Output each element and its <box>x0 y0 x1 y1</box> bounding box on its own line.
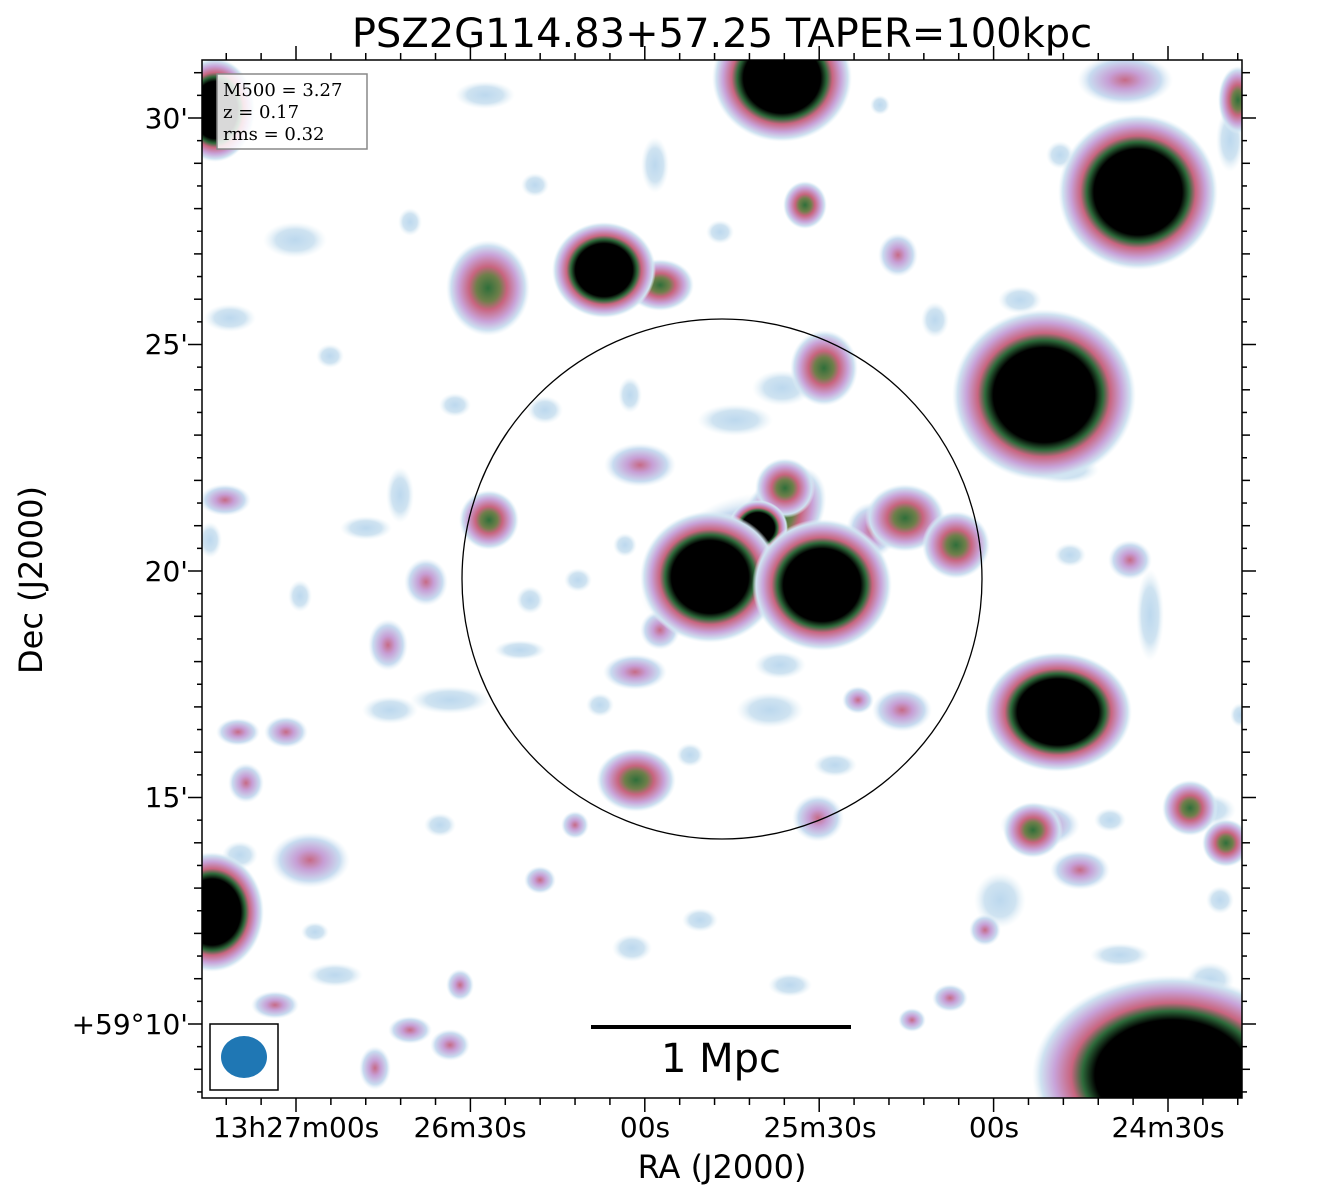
x-axis-label: RA (J2000) <box>638 1148 807 1186</box>
x-tick-label: 13h27m00s <box>213 1111 380 1144</box>
compact-sources <box>202 60 1242 867</box>
x-tick-label: 00s <box>969 1111 1019 1144</box>
scale-bar-label: 1 Mpc <box>661 1036 781 1082</box>
y-tick-label: 25' <box>145 328 188 361</box>
r500-circle <box>461 318 983 840</box>
bright-sources <box>202 60 1242 1098</box>
info-m500: M500 = 3.27 <box>223 80 342 101</box>
x-tick-label: 00s <box>620 1111 670 1144</box>
y-tick-label: 20' <box>145 555 188 588</box>
y-axis-label: Dec (J2000) <box>12 486 50 674</box>
beam-indicator <box>209 1023 279 1091</box>
x-tick-labels: 13h27m00s 26m30s 00s 25m30s 00s 24m30s <box>213 1111 1225 1144</box>
axis-ticks <box>188 46 1256 1112</box>
x-tick-label: 26m30s <box>413 1111 526 1144</box>
x-tick-label: 25m30s <box>763 1111 876 1144</box>
emission-map <box>202 60 1242 1098</box>
y-tick-label: 30' <box>145 102 188 135</box>
plot-title: PSZ2G114.83+57.25 TAPER=100kpc <box>352 11 1092 57</box>
cluster-central-emission <box>640 458 892 651</box>
info-box: M500 = 3.27 z = 0.17 rms = 0.32 <box>216 73 368 150</box>
x-tick-label: 24m30s <box>1111 1111 1224 1144</box>
y-tick-label: 15' <box>145 781 188 814</box>
beam-ellipse <box>221 1036 267 1078</box>
y-tick-label: +59°10' <box>72 1008 188 1041</box>
scale-bar: 1 Mpc <box>591 1025 851 1082</box>
info-rms: rms = 0.32 <box>223 124 325 145</box>
info-redshift: z = 0.17 <box>223 102 299 123</box>
plot-frame <box>201 59 1243 1099</box>
faint-emission-patches <box>202 60 1242 1090</box>
y-tick-labels: 30' 25' 20' 15' +59°10' <box>72 102 188 1041</box>
